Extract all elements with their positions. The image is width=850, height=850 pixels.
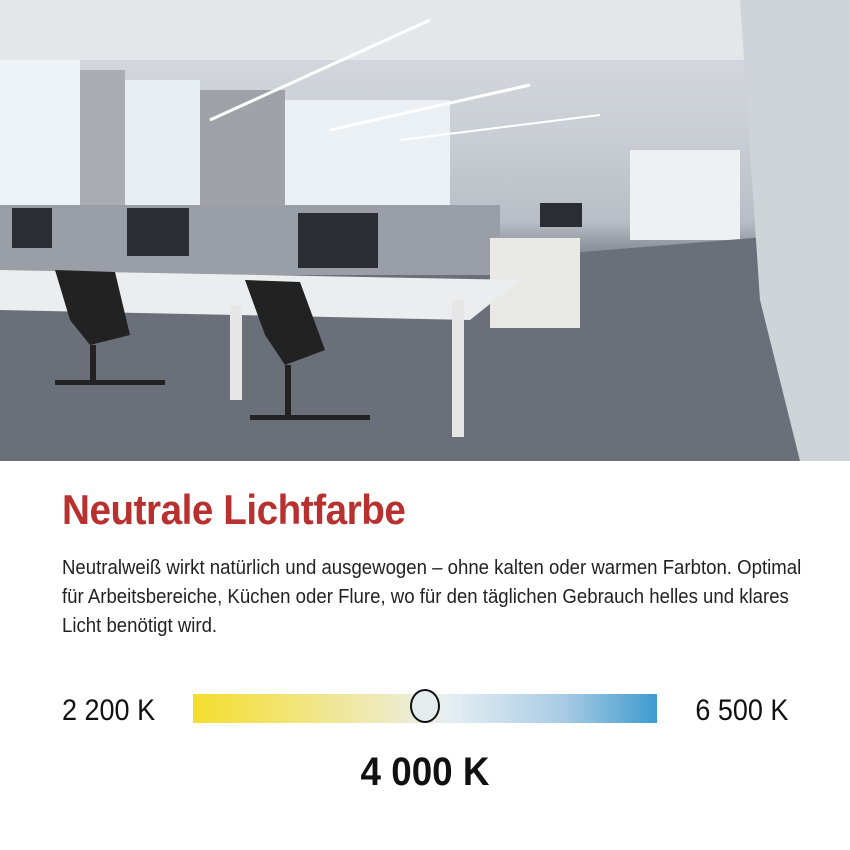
current-temperature: 4 000 K xyxy=(360,750,490,794)
scale-min-label: 2 200 K xyxy=(62,694,156,727)
scale-marker xyxy=(410,689,440,723)
office-illustration xyxy=(0,0,850,461)
scale-max-label: 6 500 K xyxy=(694,694,788,727)
office-photo xyxy=(0,0,850,461)
description: Neutralweiß wirkt natürlich und ausgewog… xyxy=(62,557,802,637)
heading: Neutrale Lichtfarbe xyxy=(62,486,406,533)
color-temperature-scale xyxy=(193,689,657,723)
